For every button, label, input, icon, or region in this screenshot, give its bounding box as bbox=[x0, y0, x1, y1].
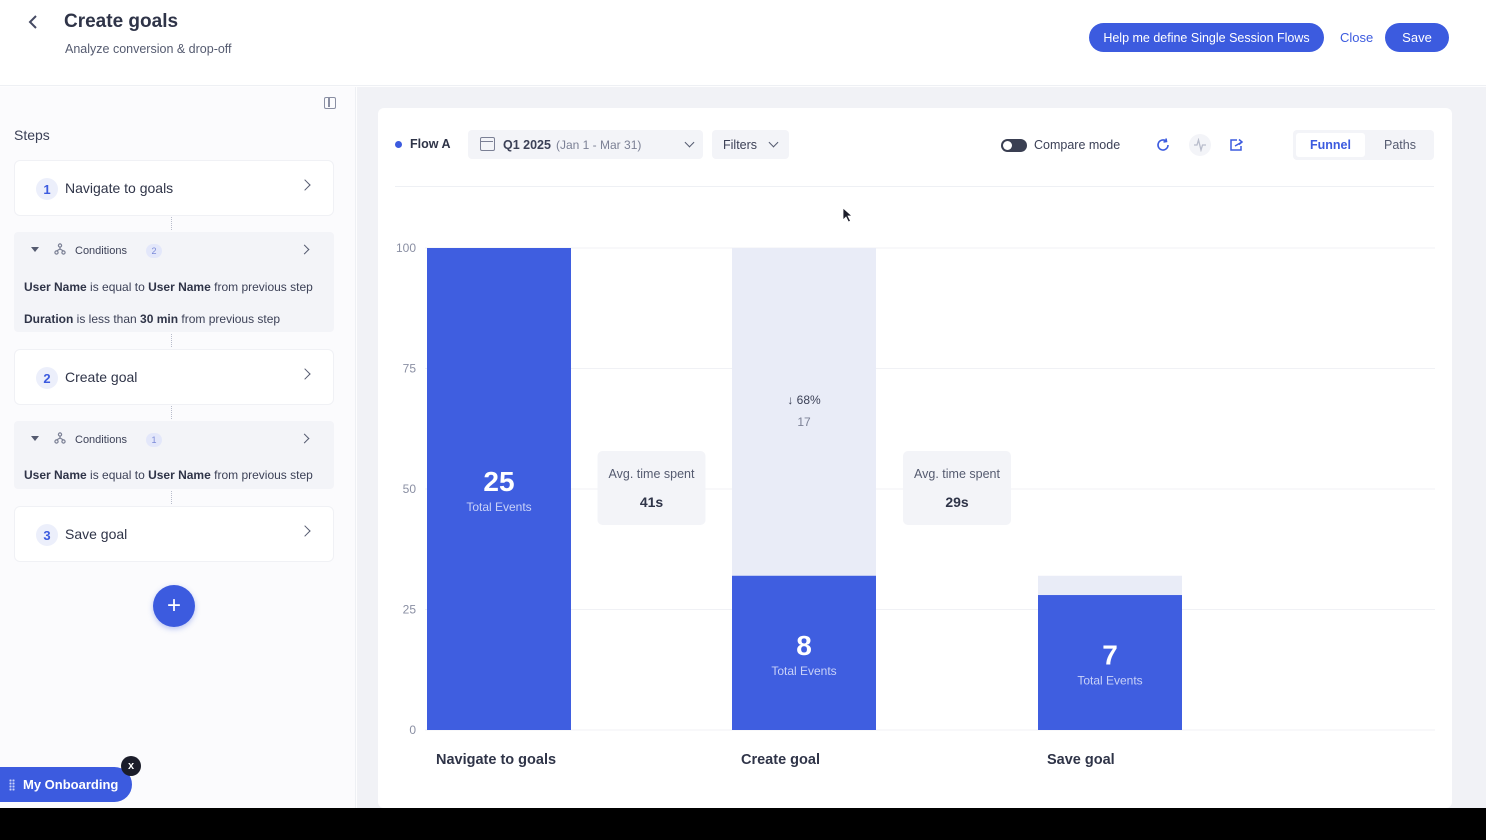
step-card-create-goal[interactable]: 2 Create goal bbox=[14, 349, 334, 405]
y-tick-label: 25 bbox=[403, 603, 417, 617]
chevron-right-icon bbox=[299, 244, 310, 255]
compare-mode-label: Compare mode bbox=[1034, 138, 1121, 152]
bottom-black-bar bbox=[0, 808, 1486, 840]
funnel-chart: 0 25 50 75 100 25 Total Events Navigate to goal… bbox=[396, 241, 1435, 768]
chevron-right-icon bbox=[299, 368, 311, 380]
step-connector bbox=[171, 217, 172, 230]
branch-icon bbox=[54, 243, 66, 255]
bar-value-label: 7 bbox=[1102, 640, 1118, 671]
back-arrow-icon[interactable] bbox=[26, 12, 44, 34]
avg-time-value: 29s bbox=[945, 494, 969, 510]
branch-icon bbox=[54, 432, 66, 444]
conditions-toggle[interactable]: Conditions 1 bbox=[14, 421, 334, 457]
filters-button[interactable]: Filters bbox=[712, 130, 789, 159]
bar-value-label: 8 bbox=[796, 630, 812, 661]
step-card-navigate-to-goals[interactable]: 1 Navigate to goals bbox=[14, 160, 334, 216]
x-category-label: Create goal bbox=[741, 752, 820, 768]
flow-color-dot bbox=[395, 141, 402, 148]
bar-sublabel: Total Events bbox=[771, 664, 836, 678]
help-define-flows-button[interactable]: Help me define Single Session Flows bbox=[1089, 23, 1324, 52]
chevron-down-icon bbox=[768, 137, 779, 148]
close-icon[interactable]: x bbox=[121, 756, 141, 776]
toolbar-divider bbox=[395, 186, 1434, 187]
step-connector bbox=[171, 491, 172, 504]
chevron-down-icon bbox=[684, 137, 695, 148]
date-range-select[interactable]: Q1 2025 (Jan 1 - Mar 31) bbox=[468, 130, 703, 159]
step-connector bbox=[171, 406, 172, 419]
dropoff-count-label: 17 bbox=[797, 415, 811, 429]
refresh-icon[interactable] bbox=[1152, 134, 1174, 156]
y-tick-label: 75 bbox=[403, 362, 417, 376]
conditions-block: Conditions 2 User Name is equal to User … bbox=[14, 232, 334, 332]
conditions-count-badge: 2 bbox=[146, 244, 162, 258]
save-button[interactable]: Save bbox=[1385, 23, 1449, 52]
funnel-bar bbox=[732, 575, 876, 730]
chevron-right-icon bbox=[299, 179, 311, 191]
app-window: Create goals Analyze conversion & drop-o… bbox=[0, 0, 1486, 808]
conditions-label: Conditions bbox=[75, 245, 127, 257]
view-switcher: Funnel Paths bbox=[1293, 130, 1434, 160]
flow-label: Flow A bbox=[410, 137, 451, 151]
page-subtitle: Analyze conversion & drop-off bbox=[65, 42, 232, 56]
step-label: Save goal bbox=[65, 526, 128, 542]
onboarding-label: My Onboarding bbox=[23, 777, 119, 792]
conditions-label: Conditions bbox=[75, 434, 127, 446]
dropoff-percent-label: ↓ 68% bbox=[787, 393, 821, 407]
step-number: 1 bbox=[36, 178, 58, 200]
avg-time-label: Avg. time spent bbox=[609, 467, 695, 481]
page-title: Create goals bbox=[64, 11, 179, 32]
avg-time-box bbox=[597, 451, 706, 525]
funnel-bar bbox=[427, 248, 571, 730]
header: Create goals Analyze conversion & drop-o… bbox=[0, 0, 1486, 86]
step-number: 2 bbox=[36, 367, 58, 389]
collapse-panel-icon[interactable] bbox=[324, 97, 336, 109]
funnel-bar bbox=[1038, 595, 1182, 730]
caret-down-icon bbox=[31, 436, 39, 441]
condition-line: User Name is equal to User Name from pre… bbox=[24, 280, 313, 294]
conditions-block: Conditions 1 User Name is equal to User … bbox=[14, 421, 334, 489]
y-tick-label: 100 bbox=[396, 241, 416, 255]
condition-line: Duration is less than 30 min from previo… bbox=[24, 312, 281, 326]
condition-line: User Name is equal to User Name from pre… bbox=[24, 468, 313, 482]
avg-time-value: 41s bbox=[640, 494, 664, 510]
compare-mode-toggle[interactable] bbox=[1001, 139, 1027, 152]
y-tick-label: 50 bbox=[403, 482, 417, 496]
caret-down-icon bbox=[31, 247, 39, 252]
date-range-text: (Jan 1 - Mar 31) bbox=[556, 138, 642, 152]
step-number: 3 bbox=[36, 524, 58, 546]
avg-time-box bbox=[903, 451, 1011, 525]
calendar-icon bbox=[480, 137, 495, 151]
bar-value-label: 25 bbox=[483, 466, 514, 497]
step-label: Navigate to goals bbox=[65, 180, 174, 196]
close-button[interactable]: Close bbox=[1340, 30, 1374, 45]
avg-time-label: Avg. time spent bbox=[914, 467, 1000, 481]
drag-grip-icon[interactable] bbox=[9, 779, 15, 791]
x-category-label: Navigate to goals bbox=[436, 752, 556, 768]
x-category-label: Save goal bbox=[1047, 752, 1115, 768]
conditions-count-badge: 1 bbox=[146, 433, 162, 447]
steps-heading: Steps bbox=[14, 127, 50, 143]
step-connector bbox=[171, 334, 172, 347]
mouse-cursor-icon bbox=[842, 207, 854, 223]
share-export-icon[interactable] bbox=[1225, 134, 1247, 156]
chevron-right-icon bbox=[299, 525, 311, 537]
steps-panel: Steps 1 Navigate to goals Conditions 2 U… bbox=[0, 87, 356, 808]
conditions-toggle[interactable]: Conditions 2 bbox=[14, 232, 334, 268]
filters-label: Filters bbox=[723, 138, 758, 152]
step-label: Create goal bbox=[65, 369, 138, 385]
y-tick-label: 0 bbox=[409, 723, 416, 737]
chevron-right-icon bbox=[299, 433, 310, 444]
bar-sublabel: Total Events bbox=[1077, 674, 1142, 688]
date-quarter: Q1 2025 bbox=[503, 138, 551, 152]
insights-pulse-icon[interactable] bbox=[1189, 134, 1211, 156]
step-card-save-goal[interactable]: 3 Save goal bbox=[14, 506, 334, 562]
bar-sublabel: Total Events bbox=[466, 500, 531, 514]
add-step-button[interactable]: + bbox=[153, 585, 195, 627]
tab-funnel[interactable]: Funnel bbox=[1296, 133, 1365, 157]
tab-paths[interactable]: Paths bbox=[1384, 138, 1416, 152]
my-onboarding-widget[interactable]: My Onboarding bbox=[0, 767, 132, 802]
